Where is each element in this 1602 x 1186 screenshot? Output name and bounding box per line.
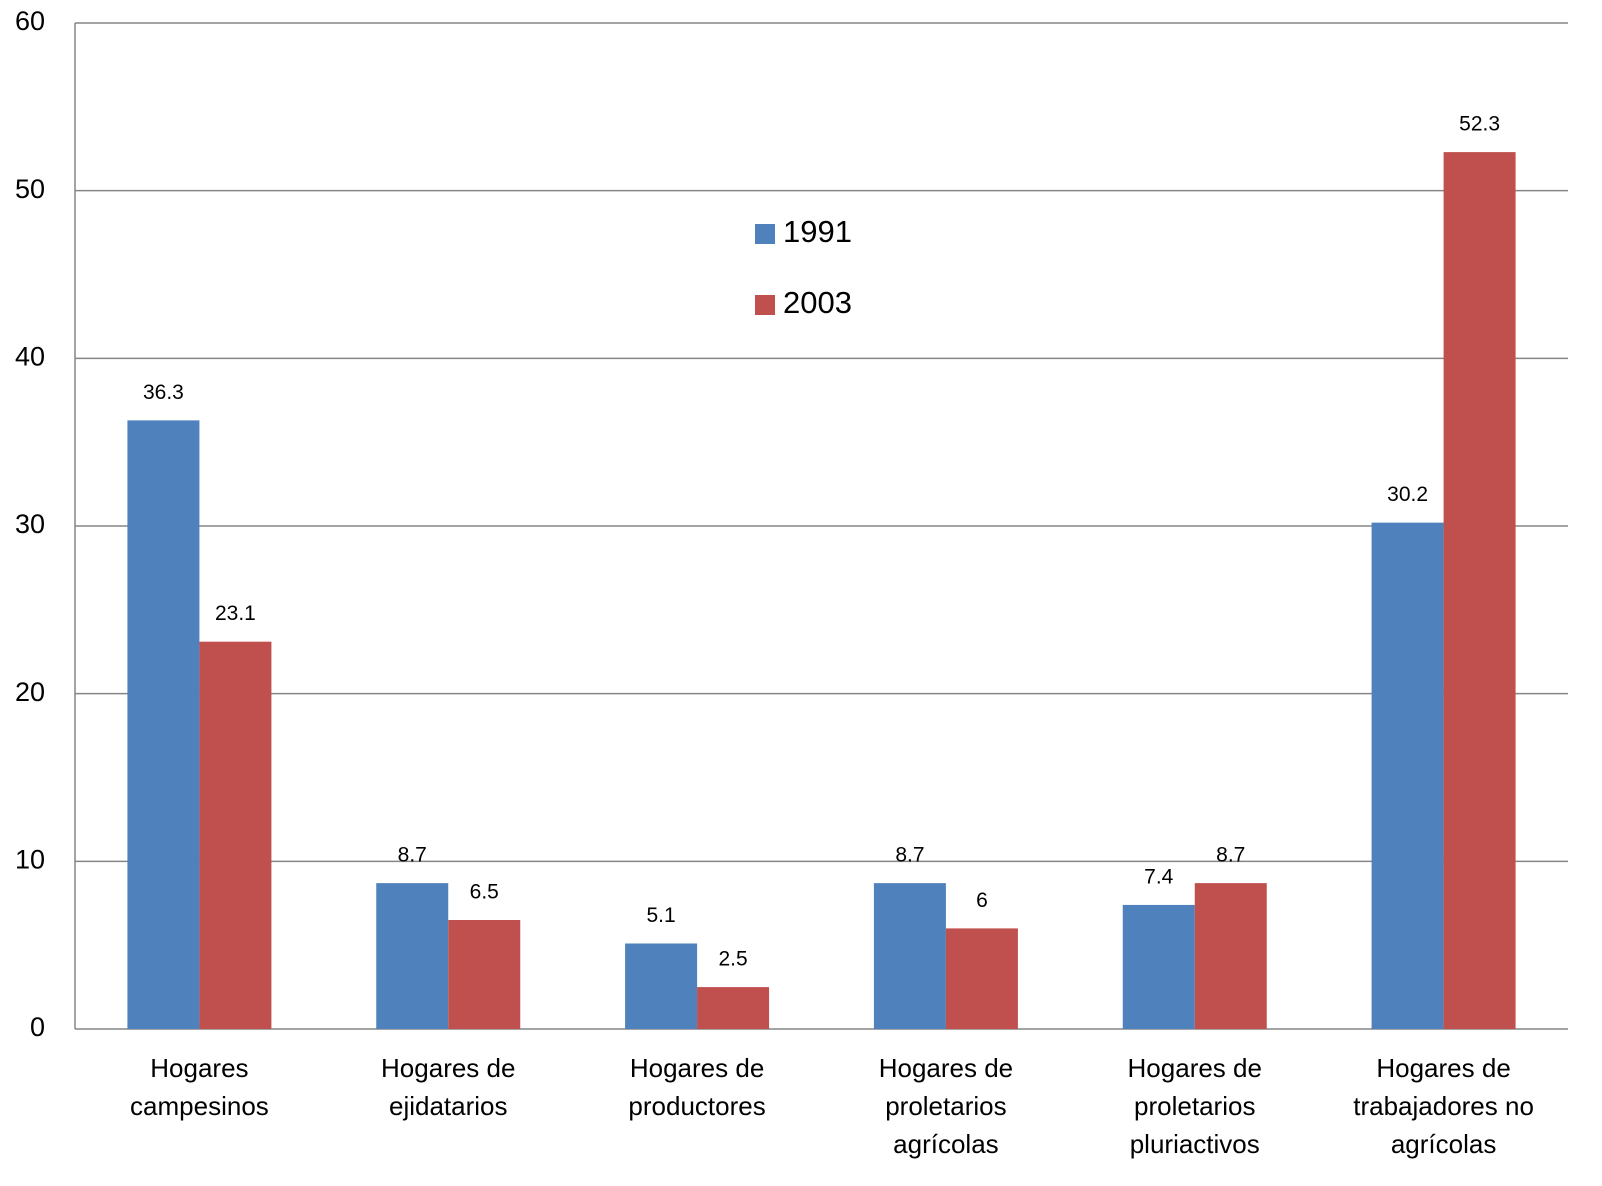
x-tick-label: campesinos <box>130 1091 269 1121</box>
y-tick-label: 30 <box>15 509 45 539</box>
bar <box>1122 904 1195 1029</box>
legend-swatch <box>755 224 775 244</box>
value-label: 8.7 <box>1216 844 1245 867</box>
bar <box>376 883 449 1029</box>
x-tick-label: proletarios <box>1134 1091 1255 1121</box>
value-label: 2.5 <box>718 948 747 971</box>
bar <box>945 928 1018 1029</box>
legend-swatch <box>755 295 775 315</box>
y-tick-label: 0 <box>30 1012 45 1042</box>
legend-label: 1991 <box>783 214 852 249</box>
value-label: 23.1 <box>215 602 256 625</box>
bar <box>1194 883 1267 1029</box>
value-label: 7.4 <box>1144 865 1174 888</box>
x-tick-label: Hogares de <box>879 1053 1013 1083</box>
value-label: 6 <box>976 889 988 912</box>
x-tick-label: proletarios <box>885 1091 1006 1121</box>
value-label: 52.3 <box>1459 113 1500 136</box>
x-tick-label: Hogares de <box>381 1053 515 1083</box>
value-label: 30.2 <box>1387 483 1428 506</box>
legend-label: 2003 <box>783 285 852 320</box>
y-tick-label: 20 <box>15 677 45 707</box>
value-label: 8.7 <box>895 844 924 867</box>
y-tick-label: 10 <box>15 844 45 874</box>
x-tick-label: agrícolas <box>893 1129 999 1159</box>
bar <box>697 987 770 1029</box>
y-tick-label: 60 <box>15 6 45 36</box>
x-tick-label: pluriactivos <box>1130 1129 1260 1159</box>
value-label: 36.3 <box>143 381 184 404</box>
x-tick-label: Hogares de <box>1128 1053 1262 1083</box>
y-tick-label: 50 <box>15 174 45 204</box>
bar <box>625 943 698 1029</box>
y-tick-label: 40 <box>15 341 45 371</box>
bar <box>1443 152 1516 1029</box>
x-tick-label: productores <box>628 1091 765 1121</box>
bar <box>448 920 521 1029</box>
x-tick-label: Hogares <box>150 1053 248 1083</box>
bar <box>873 883 946 1029</box>
x-tick-label: Hogares de <box>630 1053 764 1083</box>
bar <box>127 420 200 1029</box>
x-tick-label: trabajadores no <box>1353 1091 1534 1121</box>
bar <box>1371 522 1444 1029</box>
bar <box>199 641 272 1029</box>
value-label: 5.1 <box>646 904 675 927</box>
x-tick-label: agrícolas <box>1391 1129 1497 1159</box>
value-label: 8.7 <box>398 844 427 867</box>
x-tick-label: ejidatarios <box>389 1091 508 1121</box>
x-tick-label: Hogares de <box>1376 1053 1510 1083</box>
value-label: 6.5 <box>470 881 499 904</box>
